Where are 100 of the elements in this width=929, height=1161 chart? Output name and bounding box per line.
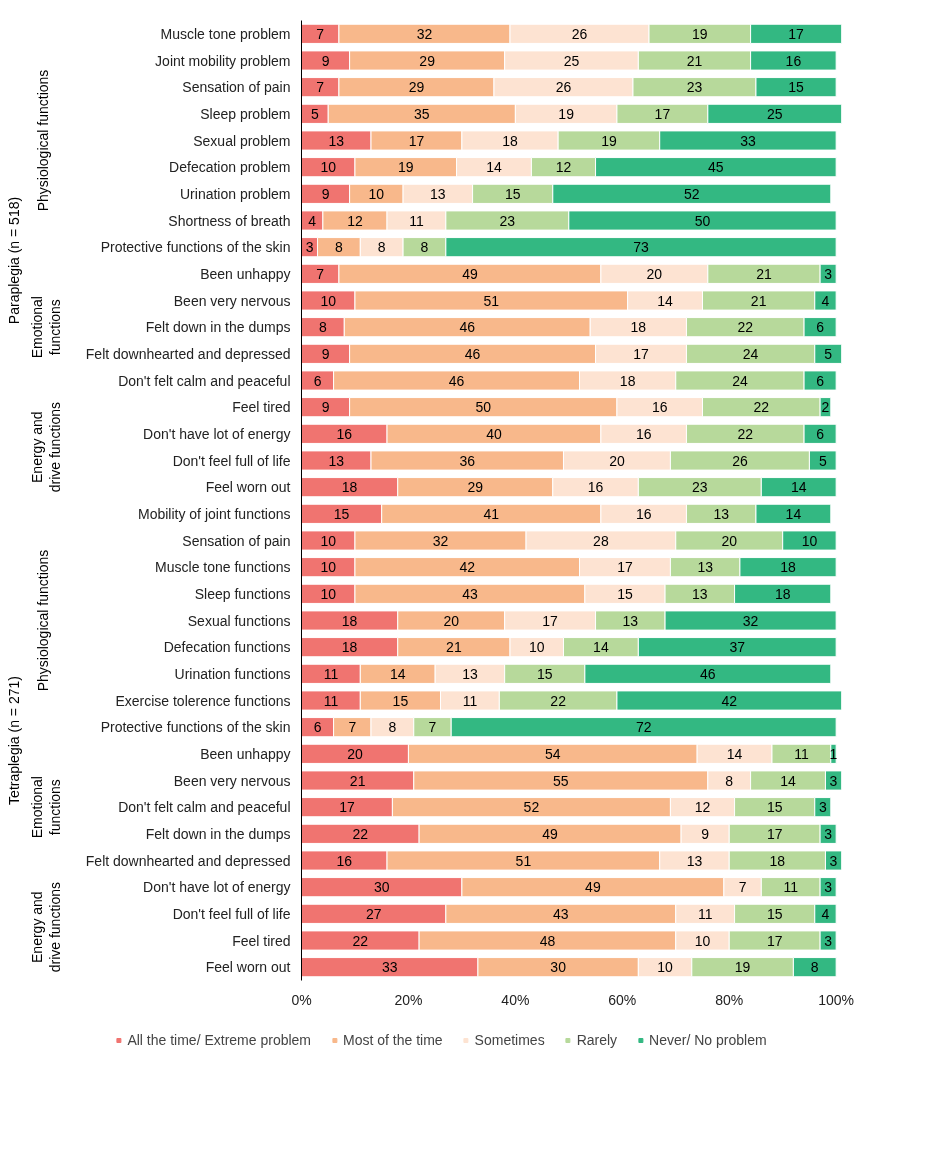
data-label: 13	[686, 852, 703, 869]
data-label: 10	[368, 185, 385, 202]
data-label: 4	[821, 905, 830, 922]
data-label: 21	[756, 265, 772, 282]
y-tick-label: Don't have lot of energy	[143, 425, 291, 442]
data-label: 9	[321, 399, 330, 416]
data-label: 11	[323, 665, 339, 682]
data-label: 51	[515, 852, 532, 869]
data-label: 15	[392, 692, 409, 709]
data-label: 14	[726, 745, 743, 762]
data-label: 17	[617, 559, 633, 576]
y-tick-label: Urination functions	[174, 665, 291, 682]
data-label: 18	[341, 479, 358, 496]
data-label: 14	[785, 505, 802, 522]
data-label: 6	[816, 319, 825, 336]
data-label: 11	[783, 879, 799, 896]
data-label: 17	[654, 105, 671, 122]
data-label: 20	[443, 612, 460, 629]
data-label: 14	[593, 639, 609, 656]
x-tick-label: 80%	[715, 991, 744, 1008]
data-label: 41	[483, 505, 500, 522]
text: Physiological functions	[34, 549, 51, 692]
x-tick-label: 20%	[394, 991, 423, 1008]
data-label: 33	[740, 132, 756, 149]
data-label: 3	[829, 772, 838, 789]
y-tick-label: Felt downhearted and depressed	[85, 852, 291, 869]
data-label: 35	[414, 105, 430, 122]
data-label: 8	[725, 772, 734, 789]
data-label: 29	[419, 52, 436, 69]
data-label: 10	[320, 559, 337, 576]
data-label: 3	[824, 879, 833, 896]
y-tick-label: Felt down in the dumps	[145, 825, 291, 842]
data-label: 17	[633, 345, 649, 362]
data-label: 32	[742, 612, 759, 629]
data-label: 6	[816, 372, 825, 389]
y-tick-label: Don't felt calm and peaceful	[118, 372, 291, 389]
data-label: 25	[563, 52, 580, 69]
data-label: 19	[601, 132, 617, 149]
data-label: 37	[729, 639, 746, 656]
data-label: 8	[810, 959, 819, 976]
data-label: 36	[459, 452, 476, 469]
x-tick-label: 100%	[818, 991, 855, 1008]
data-label: 46	[700, 665, 716, 682]
data-label: 12	[555, 159, 572, 176]
y-tick-label: Joint mobility problem	[155, 52, 291, 69]
y-tick-label: Don't felt calm and peaceful	[118, 799, 291, 816]
data-label: 43	[462, 585, 478, 602]
y-tick-label: Felt downhearted and depressed	[85, 345, 291, 362]
data-label: 3	[824, 825, 833, 842]
data-label: 2	[821, 399, 830, 416]
y-tick-label: Protective functions of the skin	[100, 719, 291, 736]
data-label: 16	[587, 479, 604, 496]
data-label: 19	[734, 959, 751, 976]
data-label: 20	[347, 745, 363, 762]
data-label: 9	[321, 185, 330, 202]
data-label: 16	[336, 852, 353, 869]
data-label: 23	[499, 212, 516, 229]
data-label: 24	[732, 372, 748, 389]
data-label: 19	[558, 105, 575, 122]
y-tick-label: Felt down in the dumps	[145, 319, 291, 336]
data-label: 16	[785, 52, 802, 69]
data-label: 73	[633, 239, 649, 256]
y-tick-label: Protective functions of the skin	[100, 239, 291, 256]
data-label: 32	[432, 532, 449, 549]
data-label: 50	[694, 212, 711, 229]
data-label: 26	[732, 452, 748, 469]
x-tick-label: 40%	[501, 991, 530, 1008]
data-label: 7	[316, 79, 325, 96]
y-tick-label: Feel tired	[232, 932, 291, 949]
y-tick-label: Defecation functions	[163, 639, 291, 656]
data-label: 17	[339, 799, 355, 816]
data-label: 3	[824, 932, 833, 949]
data-label: 15	[617, 585, 633, 602]
data-label: 5	[824, 345, 833, 362]
data-label: 5	[310, 105, 319, 122]
data-label: 22	[352, 825, 369, 842]
data-label: 17	[766, 932, 783, 949]
data-label: 54	[545, 745, 561, 762]
data-label: 10	[320, 159, 337, 176]
data-label: 49	[585, 879, 601, 896]
data-label: 40	[486, 425, 502, 442]
x-tick-label: 60%	[608, 991, 637, 1008]
data-label: 28	[593, 532, 609, 549]
data-label: 9	[321, 345, 330, 362]
data-label: 46	[459, 319, 476, 336]
data-label: 45	[708, 159, 724, 176]
data-label: 20	[721, 532, 738, 549]
data-label: 21	[750, 292, 767, 309]
data-label: 11	[409, 212, 424, 229]
legend-label: Never/ No problem	[649, 1032, 767, 1048]
y-tick-label: Sexual functions	[187, 612, 291, 629]
data-label: 49	[462, 265, 478, 282]
text: Emotional functions	[28, 296, 64, 359]
data-label: 13	[328, 132, 345, 149]
data-label: 46	[448, 372, 465, 389]
data-label: 32	[416, 25, 433, 42]
data-label: 17	[408, 132, 425, 149]
data-label: 18	[769, 852, 786, 869]
data-label: 14	[486, 159, 502, 176]
data-label: 4	[821, 292, 830, 309]
